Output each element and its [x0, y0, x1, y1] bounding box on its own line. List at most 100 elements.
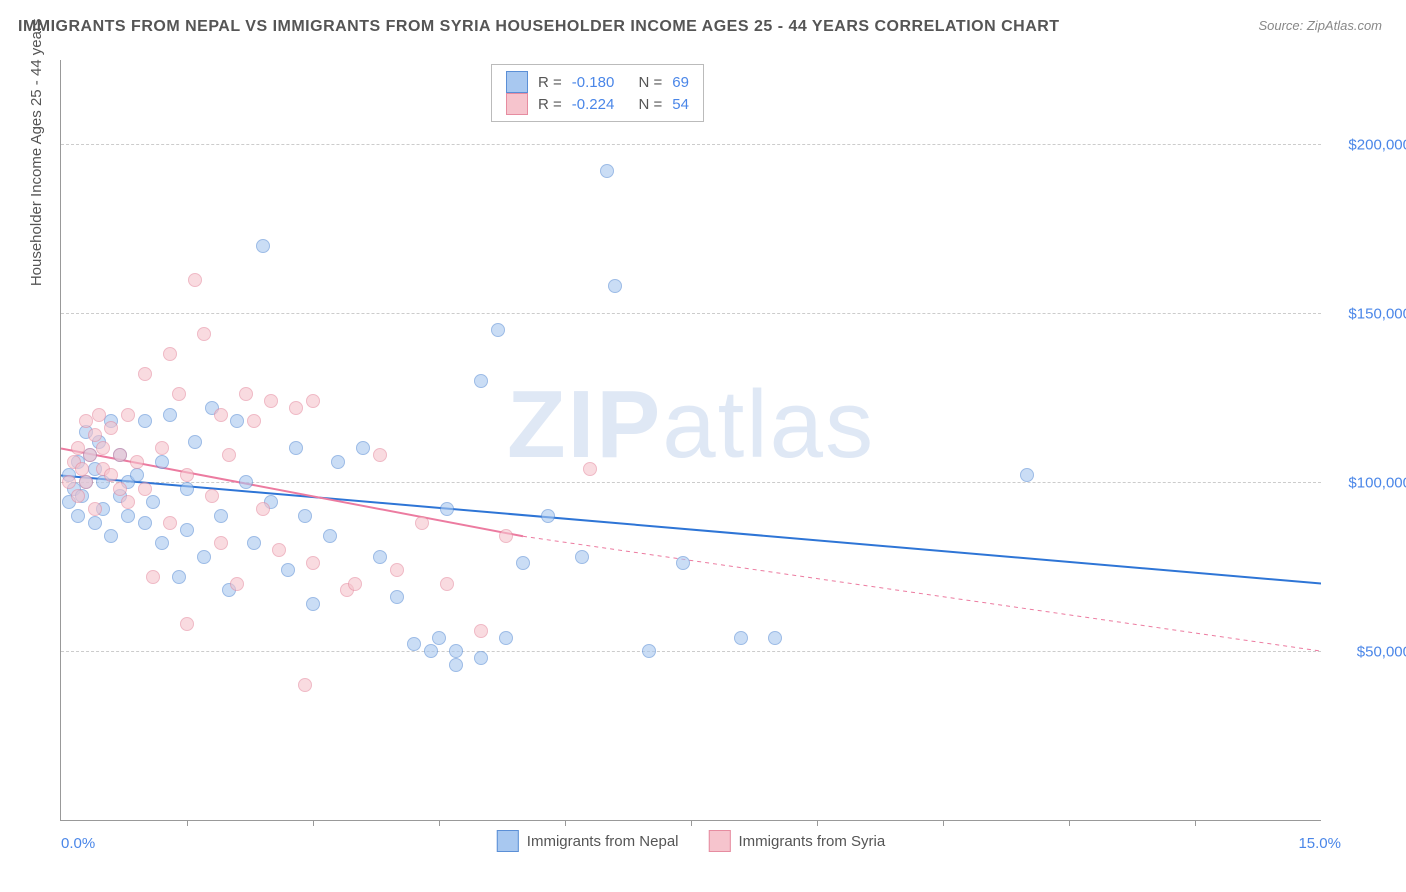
scatter-point-nepal [155, 536, 169, 550]
scatter-point-syria [172, 387, 186, 401]
scatter-point-syria [373, 448, 387, 462]
scatter-point-nepal [407, 637, 421, 651]
scatter-point-syria [104, 468, 118, 482]
scatter-point-nepal [214, 509, 228, 523]
scatter-point-nepal [163, 408, 177, 422]
scatter-point-nepal [1020, 468, 1034, 482]
scatter-point-nepal [138, 516, 152, 530]
scatter-point-nepal [676, 556, 690, 570]
scatter-point-nepal [71, 509, 85, 523]
page-title: IMMIGRANTS FROM NEPAL VS IMMIGRANTS FROM… [18, 18, 1060, 36]
scatter-point-syria [440, 577, 454, 591]
scatter-point-nepal [499, 631, 513, 645]
scatter-point-syria [113, 482, 127, 496]
scatter-point-nepal [424, 644, 438, 658]
y-tick-label: $200,000 [1331, 137, 1406, 154]
swatch-syria-icon [709, 830, 731, 852]
scatter-point-nepal [491, 323, 505, 337]
scatter-point-syria [75, 462, 89, 476]
r-value: -0.224 [572, 96, 615, 113]
scatter-point-syria [272, 543, 286, 557]
scatter-point-syria [79, 475, 93, 489]
scatter-point-nepal [390, 590, 404, 604]
scatter-point-nepal [642, 644, 656, 658]
scatter-point-nepal [298, 509, 312, 523]
scatter-point-nepal [608, 279, 622, 293]
gridline-h: $150,000 [61, 313, 1321, 314]
x-tick [313, 820, 314, 826]
scatter-point-syria [264, 394, 278, 408]
scatter-point-syria [474, 624, 488, 638]
scatter-point-syria [239, 387, 253, 401]
watermark: ZIPatlas [507, 370, 875, 480]
scatter-point-syria [205, 489, 219, 503]
scatter-point-nepal [289, 441, 303, 455]
r-label: R = [538, 74, 562, 91]
scatter-point-syria [583, 462, 597, 476]
watermark-bold: ZIP [507, 371, 662, 478]
scatter-point-syria [146, 570, 160, 584]
scatter-point-syria [138, 482, 152, 496]
swatch-nepal-icon [506, 71, 528, 93]
scatter-point-syria [163, 347, 177, 361]
legend-label: Immigrants from Syria [739, 833, 886, 850]
scatter-point-syria [88, 502, 102, 516]
scatter-point-nepal [104, 529, 118, 543]
scatter-point-nepal [600, 164, 614, 178]
gridline-h: $50,000 [61, 651, 1321, 652]
stats-row-nepal: R = -0.180 N = 69 [506, 71, 689, 93]
scatter-point-nepal [180, 482, 194, 496]
scatter-point-syria [180, 468, 194, 482]
scatter-point-syria [121, 408, 135, 422]
r-label: R = [538, 96, 562, 113]
scatter-chart: ZIPatlas $50,000$100,000$150,000$200,000… [60, 60, 1321, 821]
scatter-point-nepal [130, 468, 144, 482]
scatter-point-nepal [197, 550, 211, 564]
scatter-point-syria [163, 516, 177, 530]
scatter-point-nepal [516, 556, 530, 570]
scatter-point-nepal [474, 651, 488, 665]
x-tick [1069, 820, 1070, 826]
scatter-point-nepal [449, 658, 463, 672]
scatter-point-nepal [331, 455, 345, 469]
scatter-point-nepal [188, 435, 202, 449]
scatter-point-nepal [146, 495, 160, 509]
scatter-point-syria [230, 577, 244, 591]
scatter-point-syria [348, 577, 362, 591]
scatter-point-nepal [180, 523, 194, 537]
scatter-point-nepal [256, 239, 270, 253]
x-tick-label-min: 0.0% [61, 835, 95, 852]
scatter-point-nepal [734, 631, 748, 645]
n-label: N = [638, 96, 662, 113]
series-legend: Immigrants from Nepal Immigrants from Sy… [497, 830, 885, 852]
scatter-point-nepal [323, 529, 337, 543]
legend-item-nepal: Immigrants from Nepal [497, 830, 679, 852]
scatter-point-syria [256, 502, 270, 516]
scatter-point-nepal [432, 631, 446, 645]
scatter-point-nepal [440, 502, 454, 516]
source-label: Source: ZipAtlas.com [1258, 18, 1382, 33]
scatter-point-syria [155, 441, 169, 455]
scatter-point-syria [92, 408, 106, 422]
scatter-point-nepal [575, 550, 589, 564]
x-tick [187, 820, 188, 826]
scatter-point-syria [222, 448, 236, 462]
scatter-point-syria [289, 401, 303, 415]
scatter-point-nepal [247, 536, 261, 550]
scatter-point-syria [188, 273, 202, 287]
n-value: 54 [672, 96, 689, 113]
swatch-nepal-icon [497, 830, 519, 852]
scatter-point-nepal [239, 475, 253, 489]
legend-label: Immigrants from Nepal [527, 833, 679, 850]
trendline-ext-syria [523, 536, 1321, 651]
y-tick-label: $150,000 [1331, 306, 1406, 323]
scatter-point-syria [104, 421, 118, 435]
scatter-point-nepal [138, 414, 152, 428]
scatter-point-syria [390, 563, 404, 577]
gridline-h: $200,000 [61, 144, 1321, 145]
r-value: -0.180 [572, 74, 615, 91]
scatter-point-syria [71, 489, 85, 503]
scatter-point-syria [247, 414, 261, 428]
scatter-point-syria [88, 428, 102, 442]
scatter-point-syria [121, 495, 135, 509]
